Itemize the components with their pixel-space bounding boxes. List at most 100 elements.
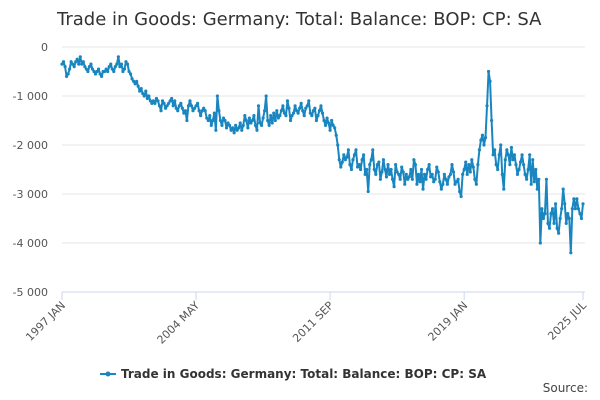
- data-point: [68, 67, 72, 71]
- data-point: [142, 94, 146, 98]
- data-point: [272, 111, 276, 115]
- data-point: [581, 202, 585, 206]
- data-point: [77, 62, 81, 66]
- data-point: [197, 109, 201, 113]
- data-point: [323, 123, 328, 127]
- data-point: [479, 138, 483, 142]
- data-point: [302, 114, 306, 118]
- data-point: [288, 118, 293, 123]
- data-point: [387, 172, 392, 176]
- data-point: [72, 65, 76, 69]
- data-point: [459, 194, 463, 199]
- data-point: [362, 153, 366, 157]
- data-point: [81, 60, 85, 64]
- data-point: [98, 72, 102, 76]
- data-point: [558, 216, 562, 221]
- data-point: [390, 177, 395, 181]
- data-point: [544, 177, 549, 181]
- data-point: [509, 145, 514, 150]
- data-point: [412, 158, 416, 162]
- data-point: [352, 153, 357, 157]
- data-point: [131, 79, 136, 83]
- data-point: [78, 55, 82, 59]
- data-point: [252, 114, 256, 118]
- data-point: [547, 226, 552, 230]
- data-point: [555, 226, 559, 230]
- data-point: [567, 216, 571, 221]
- data-point: [397, 172, 401, 176]
- data-point: [64, 74, 69, 78]
- data-point: [107, 65, 111, 69]
- data-point: [217, 109, 221, 113]
- data-point: [570, 207, 574, 211]
- data-point: [450, 163, 454, 167]
- data-point: [124, 60, 128, 64]
- data-point: [110, 67, 114, 71]
- data-point: [264, 94, 268, 98]
- data-point: [122, 67, 127, 71]
- data-point: [127, 69, 131, 74]
- data-point: [409, 167, 413, 172]
- data-point: [330, 118, 334, 123]
- data-point: [331, 123, 335, 127]
- data-point: [189, 104, 194, 108]
- data-point: [176, 109, 180, 113]
- data-point: [71, 62, 75, 66]
- data-point: [232, 131, 236, 135]
- data-point: [502, 187, 506, 191]
- data-point: [246, 126, 250, 130]
- data-point: [150, 101, 154, 105]
- data-point: [375, 163, 379, 167]
- data-point: [66, 72, 70, 76]
- data-point: [135, 79, 139, 83]
- data-point: [162, 101, 166, 105]
- data-point: [136, 84, 140, 88]
- chart-title: Trade in Goods: Germany: Total: Balance:…: [56, 9, 542, 30]
- data-point: [205, 116, 209, 120]
- data-point: [156, 99, 160, 103]
- data-point: [194, 104, 198, 108]
- data-point: [535, 187, 539, 191]
- data-point: [468, 170, 472, 174]
- data-point: [290, 114, 294, 118]
- data-point: [517, 167, 521, 172]
- x-tick-label: 2011 SEP: [290, 299, 336, 345]
- data-point: [432, 180, 436, 184]
- data-point: [63, 65, 67, 69]
- source: Source:: [543, 381, 588, 395]
- data-point: [244, 118, 248, 123]
- data-point: [139, 87, 143, 91]
- data-point: [74, 60, 78, 64]
- data-point: [494, 163, 498, 167]
- data-point: [179, 101, 183, 105]
- data-point: [464, 160, 468, 164]
- data-point: [305, 104, 309, 108]
- y-tick-label: -2 000: [13, 139, 48, 152]
- data-point: [438, 180, 442, 184]
- data-point: [267, 123, 271, 127]
- data-point: [218, 118, 223, 123]
- data-point: [115, 62, 119, 66]
- y-tick-label: -4 000: [13, 237, 48, 250]
- data-point: [470, 158, 474, 162]
- data-point: [258, 121, 262, 125]
- data-point: [451, 170, 456, 174]
- data-point: [295, 109, 299, 113]
- data-point: [154, 96, 159, 101]
- data-point: [435, 165, 439, 169]
- data-point: [526, 167, 530, 172]
- data-point: [374, 172, 378, 176]
- data-point: [343, 158, 347, 162]
- data-point: [224, 126, 229, 130]
- x-tick-label: 2019 JAN: [426, 299, 471, 344]
- data-point: [392, 185, 396, 189]
- data-point: [363, 172, 367, 176]
- data-point: [485, 104, 489, 108]
- data-point: [103, 69, 107, 74]
- data-point: [304, 106, 308, 110]
- data-point: [456, 177, 460, 181]
- data-point: [113, 65, 117, 69]
- data-point: [561, 187, 565, 191]
- data-point: [401, 170, 405, 174]
- data-point: [488, 79, 492, 83]
